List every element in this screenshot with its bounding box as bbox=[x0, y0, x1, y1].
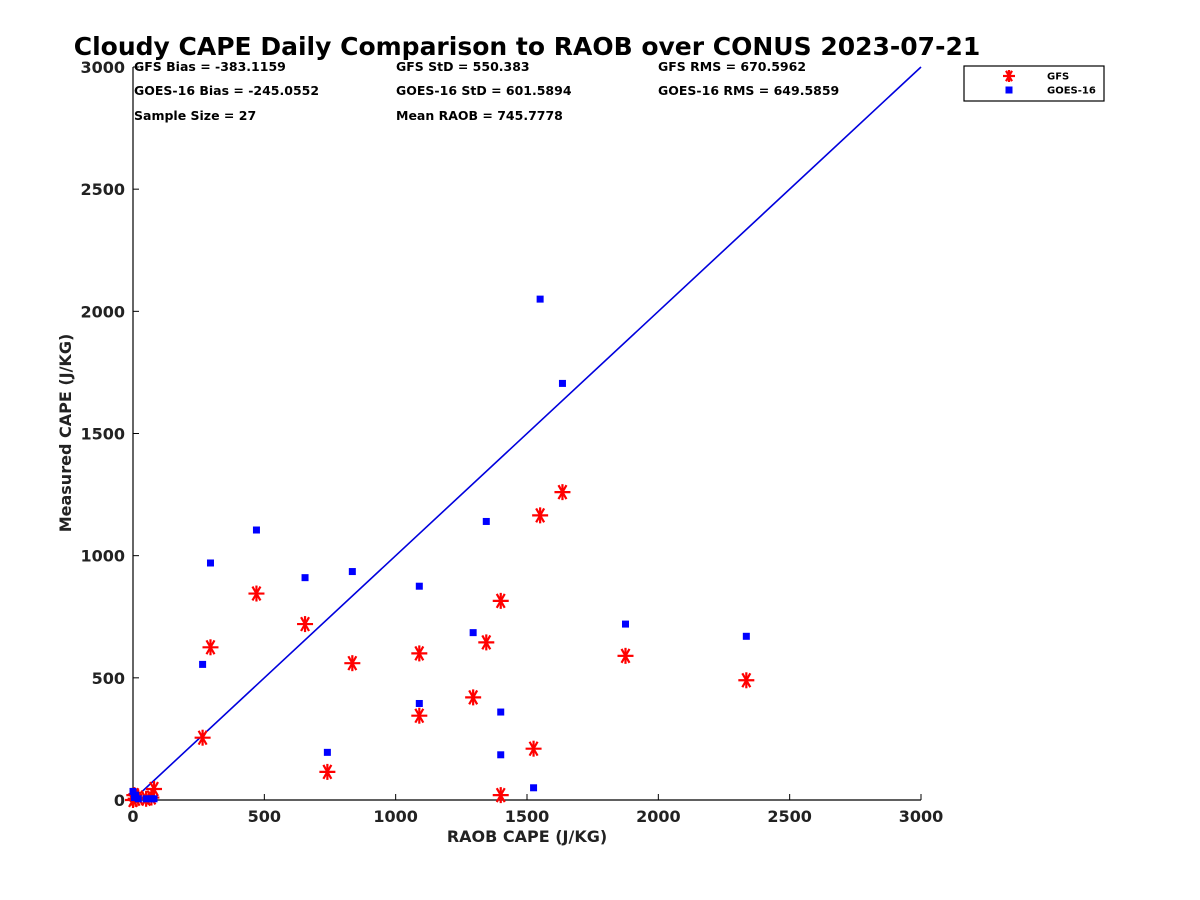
data-point bbox=[142, 795, 150, 803]
data-point bbox=[558, 379, 566, 387]
data-point bbox=[301, 574, 309, 582]
series-goes-16 bbox=[129, 295, 750, 803]
data-point bbox=[199, 660, 207, 668]
data-point bbox=[134, 795, 142, 803]
data-point bbox=[248, 585, 265, 602]
stat-text: GFS RMS = 670.5962 bbox=[658, 59, 806, 74]
data-point bbox=[465, 689, 482, 706]
one-to-one-line bbox=[132, 66, 922, 801]
stat-text: GOES-16 RMS = 649.5859 bbox=[658, 83, 839, 98]
data-point bbox=[415, 699, 423, 707]
x-axis-label: RAOB CAPE (J/KG) bbox=[447, 827, 607, 846]
data-point bbox=[497, 751, 505, 759]
data-point bbox=[202, 639, 219, 656]
data-point bbox=[319, 763, 336, 780]
data-point bbox=[146, 781, 163, 798]
series-gfs bbox=[125, 484, 755, 808]
data-point bbox=[348, 568, 356, 576]
data-point bbox=[478, 634, 495, 651]
y-axis-label: Measured CAPE (J/KG) bbox=[56, 334, 75, 533]
data-point bbox=[415, 582, 423, 590]
stat-text: GFS StD = 550.383 bbox=[396, 59, 530, 74]
stat-text: GOES-16 Bias = -245.0552 bbox=[134, 83, 319, 98]
y-tick-label: 2500 bbox=[80, 180, 125, 199]
data-point bbox=[554, 484, 571, 501]
data-point bbox=[525, 740, 542, 757]
data-point bbox=[530, 784, 538, 792]
data-point bbox=[532, 507, 549, 524]
data-point bbox=[411, 645, 428, 662]
data-point bbox=[344, 655, 361, 672]
data-point bbox=[206, 559, 214, 567]
x-tick-label: 500 bbox=[248, 807, 281, 826]
x-tick-label: 1500 bbox=[505, 807, 550, 826]
data-point bbox=[738, 672, 755, 689]
y-tick-label: 3000 bbox=[80, 58, 125, 77]
data-point bbox=[297, 616, 314, 633]
data-points bbox=[125, 295, 755, 808]
legend-label: GFS bbox=[1047, 72, 1069, 83]
stats-panel: GFS Bias = -383.1159 GFS StD = 550.383 GFS… bbox=[134, 59, 839, 123]
stat-text: Sample Size = 27 bbox=[134, 108, 256, 123]
data-point bbox=[482, 517, 490, 525]
reference-line-group bbox=[132, 66, 922, 801]
x-tick-label: 3000 bbox=[899, 807, 944, 826]
y-tick-label: 1000 bbox=[80, 547, 125, 566]
data-point bbox=[742, 632, 750, 640]
data-point bbox=[536, 295, 544, 303]
legend-marker-goes16 bbox=[1005, 86, 1013, 94]
data-point bbox=[492, 787, 509, 804]
legend-marker-gfs bbox=[1003, 70, 1015, 82]
chart-title: Cloudy CAPE Daily Comparison to RAOB ove… bbox=[74, 32, 980, 61]
data-point bbox=[323, 748, 331, 756]
stat-text: GFS Bias = -383.1159 bbox=[134, 59, 286, 74]
data-point bbox=[469, 629, 477, 637]
x-tick-label: 2000 bbox=[636, 807, 681, 826]
data-point bbox=[252, 526, 260, 534]
x-tick-label: 2500 bbox=[767, 807, 812, 826]
plot-area: 0 500 1000 1500 2000 2500 3000 0 500 1000 1500 2000… bbox=[80, 58, 943, 826]
y-tick-label: 500 bbox=[92, 669, 125, 688]
data-point bbox=[497, 708, 505, 716]
x-tick-label: 0 bbox=[127, 807, 138, 826]
data-point bbox=[132, 791, 140, 799]
data-point bbox=[411, 707, 428, 724]
y-tick-label: 2000 bbox=[80, 302, 125, 321]
data-point bbox=[492, 592, 509, 609]
stat-text: GOES-16 StD = 601.5894 bbox=[396, 83, 572, 98]
legend-label: GOES-16 bbox=[1047, 86, 1096, 97]
data-point bbox=[129, 787, 137, 795]
y-tick-label: 0 bbox=[114, 791, 125, 810]
data-point bbox=[150, 795, 158, 803]
legend: GFS GOES-16 bbox=[963, 65, 1105, 102]
data-point bbox=[194, 729, 211, 746]
y-tick-label: 1500 bbox=[80, 425, 125, 444]
x-tick-label: 1000 bbox=[373, 807, 418, 826]
stat-text: Mean RAOB = 745.7778 bbox=[396, 108, 563, 123]
axis-ticks: 0 500 1000 1500 2000 2500 3000 0 500 1000 1500 2000… bbox=[80, 58, 943, 826]
data-point bbox=[617, 647, 634, 664]
data-point bbox=[622, 620, 629, 628]
legend-box bbox=[963, 65, 1105, 102]
